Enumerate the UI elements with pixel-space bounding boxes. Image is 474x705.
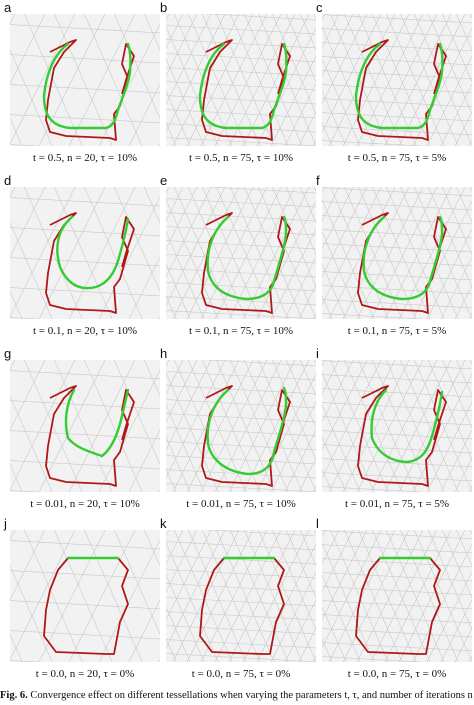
geodesic-curve	[198, 42, 288, 130]
mesh-wireframe	[322, 360, 472, 492]
mesh-render	[166, 187, 316, 319]
panel-image	[166, 187, 316, 319]
panel-letter: b	[160, 0, 168, 15]
mesh-wireframe	[166, 360, 316, 492]
mesh-render	[166, 14, 316, 146]
panel-image	[10, 187, 160, 319]
geodesic-curve	[206, 386, 288, 476]
geodesic-curve	[64, 388, 130, 458]
panel-letter: l	[316, 516, 319, 531]
panel-parameters: t = 0.0, n = 75, τ = 0%	[191, 668, 291, 680]
panel-parameters: t = 0.1, n = 20, τ = 10%	[32, 325, 137, 337]
figure-caption-label: Fig. 6.	[0, 690, 28, 701]
mesh-render	[10, 360, 160, 492]
panel-parameters: t = 0.01, n = 75, τ = 10%	[186, 498, 296, 510]
geodesic-curve	[206, 215, 288, 301]
render-background	[10, 14, 160, 146]
original-curve	[199, 557, 285, 655]
panel-image	[10, 360, 160, 492]
panel-letter: i	[316, 346, 319, 361]
panel-letter: e	[160, 173, 168, 188]
original-curve	[45, 385, 135, 487]
render-background	[10, 530, 160, 662]
mesh-wireframe	[322, 14, 472, 146]
panel-image	[322, 530, 472, 662]
panel-letter: h	[160, 346, 168, 361]
panel-letter: a	[4, 0, 12, 15]
mesh-render	[10, 530, 160, 662]
panel-parameters: t = 0.01, n = 75, τ = 5%	[344, 498, 449, 510]
original-curve	[357, 385, 447, 487]
render-background	[322, 530, 472, 662]
panel-letter: f	[316, 173, 320, 188]
panel-parameters: t = 0.1, n = 75, τ = 10%	[188, 325, 293, 337]
render-background	[166, 360, 316, 492]
panel-image	[10, 14, 160, 146]
panel-image	[166, 360, 316, 492]
mesh-wireframe	[166, 530, 316, 662]
mesh-wireframe	[322, 187, 472, 319]
mesh-render	[322, 14, 472, 146]
panel-letter: k	[160, 516, 167, 531]
panel-parameters: t = 0.5, n = 20, τ = 10%	[32, 152, 137, 164]
panel-image	[322, 187, 472, 319]
original-curve	[45, 39, 135, 141]
panel-parameters: t = 0.5, n = 75, τ = 10%	[188, 152, 293, 164]
panel-parameters: t = 0.1, n = 75, τ = 5%	[347, 325, 447, 337]
original-curve	[201, 39, 291, 141]
panel-parameters: t = 0.01, n = 20, τ = 10%	[30, 498, 140, 510]
render-background	[322, 14, 472, 146]
geodesic-curve	[42, 42, 132, 130]
original-curve	[43, 557, 129, 655]
render-background	[322, 187, 472, 319]
mesh-wireframe	[10, 187, 160, 319]
mesh-render	[166, 360, 316, 492]
render-background	[10, 187, 160, 319]
panel-letter: j	[4, 516, 7, 531]
panel-image	[166, 14, 316, 146]
geodesic-curve	[362, 215, 444, 301]
panel-parameters: t = 0.5, n = 75, τ = 5%	[347, 152, 447, 164]
mesh-render	[10, 14, 160, 146]
render-background	[166, 14, 316, 146]
mesh-render	[322, 187, 472, 319]
mesh-render	[322, 360, 472, 492]
panel-image	[166, 530, 316, 662]
original-curve	[357, 39, 447, 141]
render-background	[166, 187, 316, 319]
mesh-render	[322, 530, 472, 662]
panel-parameters: t = 0.0, n = 20, τ = 0%	[35, 668, 135, 680]
panel-image	[322, 14, 472, 146]
panel-parameters: t = 0.0, n = 75, τ = 0%	[347, 668, 447, 680]
figure-caption-text: Convergence effect on different tessella…	[30, 690, 474, 701]
panel-letter: d	[4, 173, 12, 188]
panel-image	[10, 530, 160, 662]
render-background	[166, 530, 316, 662]
mesh-render	[166, 530, 316, 662]
geodesic-curve	[354, 42, 444, 130]
original-curve	[355, 557, 441, 655]
figure-caption: Fig. 6. Convergence effect on different …	[0, 690, 474, 701]
render-background	[10, 360, 160, 492]
mesh-render	[10, 187, 160, 319]
geodesic-curve	[370, 388, 444, 464]
panel-image	[322, 360, 472, 492]
panel-letter: c	[316, 0, 323, 15]
render-background	[322, 360, 472, 492]
geodesic-curve	[56, 215, 130, 290]
mesh-wireframe	[166, 14, 316, 146]
panel-letter: g	[4, 346, 12, 361]
